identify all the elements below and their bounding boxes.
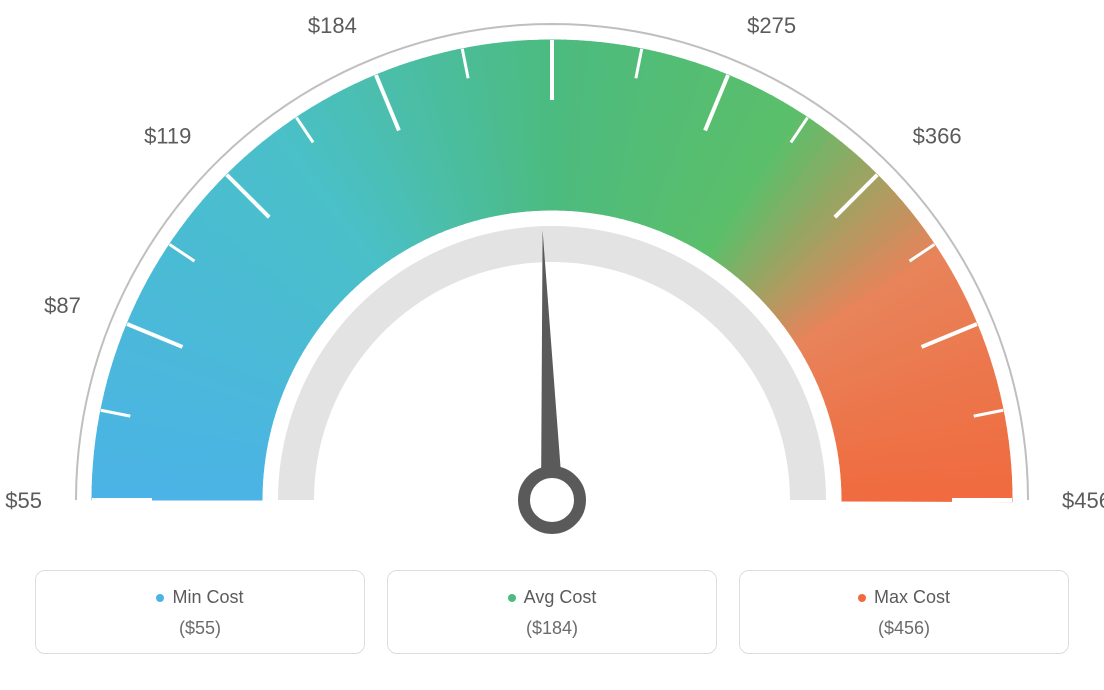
cost-gauge: $55 $87 $119 $184 $275 $366 $456 — [0, 0, 1104, 560]
legend-box-avg: Avg Cost ($184) — [387, 570, 717, 654]
svg-text:$87: $87 — [44, 293, 81, 318]
legend-row: Min Cost ($55) Avg Cost ($184) Max Cost … — [0, 570, 1104, 654]
legend-box-max: Max Cost ($456) — [739, 570, 1069, 654]
svg-text:$55: $55 — [5, 488, 42, 513]
legend-text-avg: Avg Cost — [524, 587, 597, 608]
legend-label-avg: Avg Cost — [398, 587, 706, 608]
svg-text:$456: $456 — [1062, 488, 1104, 513]
gauge-svg: $55 $87 $119 $184 $275 $366 $456 — [0, 0, 1104, 560]
legend-value-min: ($55) — [46, 618, 354, 639]
legend-dot-avg — [508, 594, 516, 602]
legend-dot-max — [858, 594, 866, 602]
svg-text:$119: $119 — [144, 123, 191, 148]
legend-dot-min — [156, 594, 164, 602]
legend-value-max: ($456) — [750, 618, 1058, 639]
svg-text:$184: $184 — [308, 13, 357, 38]
legend-box-min: Min Cost ($55) — [35, 570, 365, 654]
legend-value-avg: ($184) — [398, 618, 706, 639]
legend-label-min: Min Cost — [46, 587, 354, 608]
legend-text-max: Max Cost — [874, 587, 950, 608]
legend-text-min: Min Cost — [172, 587, 243, 608]
svg-text:$366: $366 — [913, 123, 962, 148]
svg-text:$275: $275 — [747, 13, 796, 38]
legend-label-max: Max Cost — [750, 587, 1058, 608]
